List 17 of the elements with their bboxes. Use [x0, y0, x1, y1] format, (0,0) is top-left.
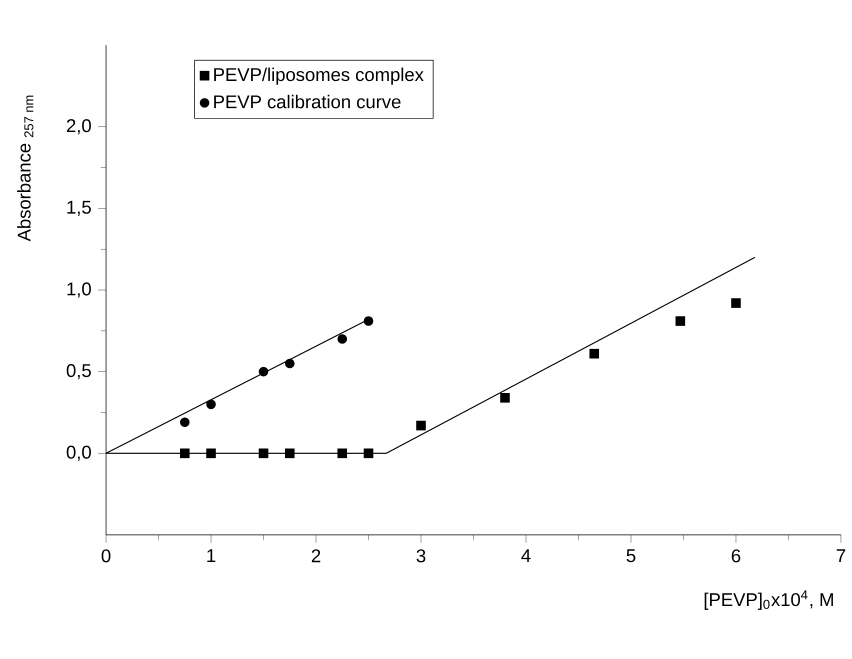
y-tick-label: 0,0 [66, 446, 91, 462]
y-tick-label: 1,5 [67, 200, 91, 216]
x-tick-label: 3 [416, 549, 426, 562]
legend-label: PEVP/liposomes complex [214, 68, 424, 85]
y-tick-label: 1,0 [67, 282, 91, 298]
x-tick-label: 4 [521, 549, 531, 562]
x-tick-label: 5 [626, 549, 636, 562]
x-tick-label: 0 [102, 549, 110, 562]
legend-label: PEVP calibration curve [214, 94, 401, 108]
y-tick-label: 2,0 [66, 119, 91, 135]
x-tick-label: 2 [312, 549, 320, 562]
x-tick-label: 6 [732, 549, 740, 562]
x-tick-label: 7 [836, 549, 846, 562]
y-axis-title: Absorbance $_{257 nm}$ [17, 96, 34, 242]
x-axis-title: [PEVP]$_{0}$x10$^{4}$, M [704, 590, 833, 610]
y-tick-label: 0,5 [66, 364, 91, 380]
x-tick-label: 1 [207, 549, 216, 562]
